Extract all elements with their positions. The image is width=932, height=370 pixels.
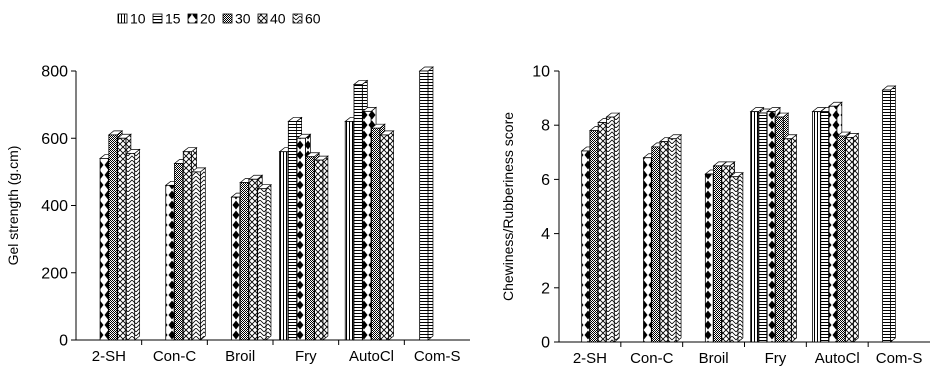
- y-axis-label: Chewiness/Rubberiness score: [500, 112, 516, 301]
- legend-swatch-15: [152, 13, 163, 24]
- x-tick-label: 2-SH: [573, 350, 607, 367]
- y-tick-label: 6: [541, 172, 550, 189]
- bar-2-SH-60: [125, 148, 141, 341]
- bar-Com-S-15: [418, 66, 434, 341]
- gel-strength-chart: 0 200 400 600 800 Gel strength (g.cm) 2-SH Con-…: [5, 64, 470, 365]
- bar-2-SH-60: [605, 112, 621, 343]
- legend-swatch-20: [187, 13, 198, 24]
- bar-Broil-60: [256, 183, 272, 341]
- y-tick-label: 0: [541, 335, 550, 352]
- bar-AutoCl-40: [379, 130, 395, 341]
- y-tick-label: 0: [59, 333, 68, 350]
- legend-swatch-60: [292, 13, 303, 24]
- legend: 10 15 20 30 40 60: [117, 11, 321, 27]
- y-tick-label: 800: [41, 64, 68, 81]
- bar-Con-C-60: [191, 167, 207, 341]
- x-tick-label: AutoCl: [349, 348, 394, 365]
- legend-swatch-40: [257, 13, 268, 24]
- x-tick-label: Broil: [225, 348, 255, 365]
- x-tick-label: Broil: [699, 350, 729, 367]
- y-tick-label: 10: [532, 64, 550, 81]
- bar-Con-C-60: [667, 134, 683, 343]
- y-tick-label: 200: [41, 265, 68, 282]
- bar-Fry-40: [782, 134, 798, 343]
- x-tick-label: Com-S: [414, 348, 461, 365]
- bar-Fry-40: [313, 155, 329, 341]
- legend-label-30: 30: [235, 11, 251, 27]
- x-tick-label: Fry: [765, 350, 787, 367]
- legend-label-20: 20: [200, 11, 216, 27]
- x-tick-label: Fry: [295, 348, 317, 365]
- legend-swatch-30: [222, 13, 233, 24]
- bar-Broil-60: [729, 171, 744, 343]
- legend-label-60: 60: [305, 11, 321, 27]
- y-tick-label: 400: [41, 198, 68, 215]
- chewiness-chart: 0 2 4 6 8 10 Chewiness/Rubberiness score 2-SH Co…: [500, 64, 930, 367]
- y-axis-label: Gel strength (g.cm): [5, 146, 21, 266]
- legend-label-10: 10: [130, 11, 146, 27]
- y-tick-label: 2: [541, 280, 550, 297]
- legend-swatch-10: [117, 13, 128, 24]
- bar-Com-S-15: [881, 85, 897, 343]
- x-tick-label: Com-S: [876, 350, 923, 367]
- x-tick-label: Con-C: [153, 348, 197, 365]
- x-tick-label: AutoCl: [815, 350, 860, 367]
- legend-label-15: 15: [165, 11, 181, 27]
- legend-label-40: 40: [270, 11, 286, 27]
- y-tick-label: 4: [541, 226, 550, 243]
- x-tick-label: Con-C: [630, 350, 674, 367]
- y-tick-label: 8: [541, 118, 550, 135]
- y-tick-label: 600: [41, 131, 68, 148]
- bar-AutoCl-40: [844, 132, 860, 343]
- x-tick-label: 2-SH: [92, 348, 126, 365]
